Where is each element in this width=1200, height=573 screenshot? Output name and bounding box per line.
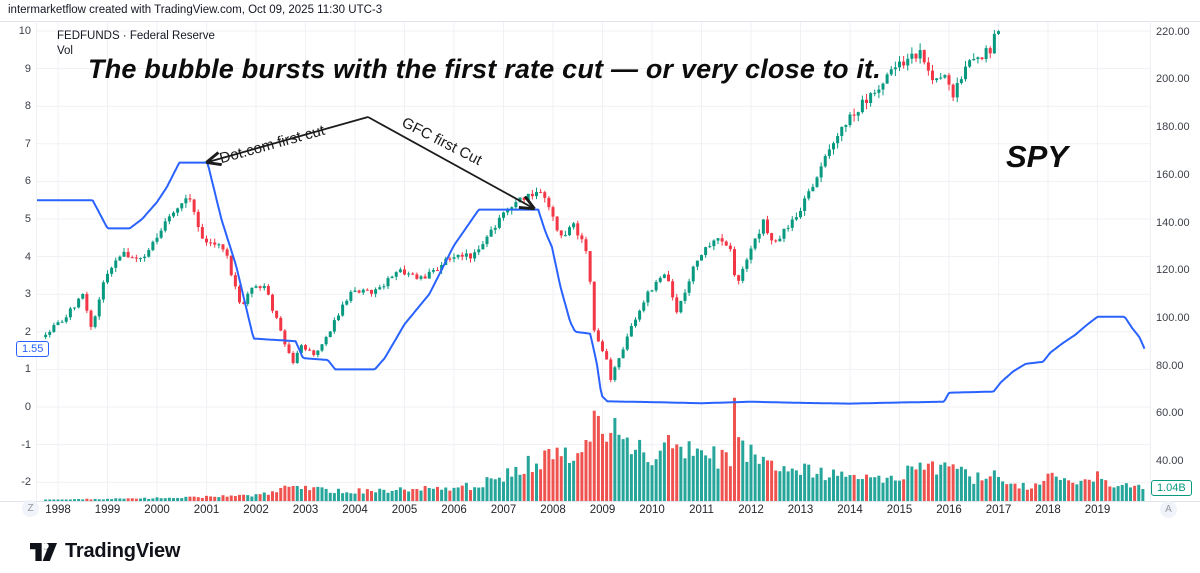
year-label: 2005 xyxy=(391,504,418,516)
left-axis-tick: 8 xyxy=(24,100,31,113)
left-axis-tick: 2 xyxy=(24,325,31,338)
tradingview-logo-icon xyxy=(30,542,57,561)
right-axis-tick: 160.00 xyxy=(1156,168,1190,181)
year-label: 2014 xyxy=(837,504,863,516)
tradingview-logo-text: TradingView xyxy=(65,540,181,562)
year-label: 1999 xyxy=(94,504,121,516)
year-label: 2006 xyxy=(441,504,467,516)
legend-symbol-title[interactable]: FEDFUNDS · Federal Reserve xyxy=(57,30,215,42)
time-axis-divider xyxy=(0,501,1200,502)
legend-volume-indicator[interactable]: Vol xyxy=(57,45,73,57)
left-axis-tick: 9 xyxy=(24,62,31,75)
attribution-text: intermarketflow created with TradingView… xyxy=(8,4,383,16)
timezone-button[interactable]: Z xyxy=(22,500,39,517)
annotation-arrows xyxy=(208,116,533,208)
right-price-axis[interactable]: 220.00 200.00 180.00 160.00 140.00 120.00 100.… xyxy=(1156,0,1200,501)
year-label: 2017 xyxy=(985,504,1012,516)
left-axis-tick: 6 xyxy=(24,175,31,188)
fedfunds-last-value-badge: 1.55 xyxy=(16,341,50,357)
right-axis-tick: 200.00 xyxy=(1156,73,1190,86)
year-label: 2015 xyxy=(886,504,913,516)
fedfunds-line xyxy=(36,161,1146,405)
auto-scale-button[interactable]: A xyxy=(1160,501,1177,518)
year-label: 2010 xyxy=(639,504,665,516)
right-axis-tick: 80.00 xyxy=(1156,359,1184,372)
year-label: 2012 xyxy=(738,504,764,516)
year-label: 1998 xyxy=(45,504,71,516)
left-axis-tick: -2 xyxy=(21,476,31,489)
year-label: 2019 xyxy=(1084,504,1111,516)
year-label: 2009 xyxy=(589,504,616,516)
right-axis-tick: 40.00 xyxy=(1156,455,1184,467)
right-axis-tick: 220.00 xyxy=(1156,25,1190,38)
right-axis-tick: 180.00 xyxy=(1156,121,1190,134)
grid xyxy=(36,22,1150,501)
year-label: 2007 xyxy=(490,504,517,516)
left-axis-tick: 1 xyxy=(24,363,31,376)
annotation-headline: The bubble bursts with the first rate cu… xyxy=(88,54,881,84)
volume-bars xyxy=(44,397,1145,501)
year-label: 2003 xyxy=(292,504,319,516)
year-label: 2018 xyxy=(1035,504,1061,516)
time-axis[interactable]: 1998 1999 2000 2001 2002 2003 2004 2005 2006 2007… xyxy=(0,504,1200,520)
left-price-axis[interactable]: 10 9 8 7 6 5 4 3 2 1 0 -1 -2 xyxy=(0,0,31,501)
year-label: 2016 xyxy=(936,504,962,516)
left-axis-tick: 0 xyxy=(24,401,31,413)
left-axis-tick: -1 xyxy=(21,438,31,451)
spy-overlay-label: SPY xyxy=(1006,139,1069,174)
right-axis-tick: 140.00 xyxy=(1156,216,1190,229)
year-label: 2013 xyxy=(787,504,814,516)
right-axis-tick: 100.00 xyxy=(1156,311,1190,324)
legend: FEDFUNDS · Federal Reserve Vol xyxy=(57,29,215,58)
year-label: 2008 xyxy=(540,504,566,516)
right-axis-tick: 60.00 xyxy=(1156,407,1184,420)
header-divider xyxy=(0,21,1200,22)
year-label: 2001 xyxy=(193,504,220,516)
volume-last-value-badge: 1.04B xyxy=(1151,480,1192,496)
tradingview-logo[interactable]: TradingView xyxy=(30,540,180,563)
left-axis-tick: 4 xyxy=(24,250,31,263)
right-axis-tick: 120.00 xyxy=(1156,264,1190,277)
year-label: 2002 xyxy=(243,504,269,516)
year-label: 2000 xyxy=(144,504,170,516)
left-axis-tick: 7 xyxy=(24,137,31,150)
left-axis-tick: 10 xyxy=(18,25,31,37)
right-scale-divider xyxy=(1150,21,1151,501)
year-label: 2004 xyxy=(342,504,368,516)
year-label: 2011 xyxy=(689,504,714,516)
left-axis-tick: 5 xyxy=(24,213,31,225)
left-axis-tick: 3 xyxy=(24,288,31,301)
plot-area xyxy=(36,30,1146,501)
left-scale-divider xyxy=(36,21,37,501)
